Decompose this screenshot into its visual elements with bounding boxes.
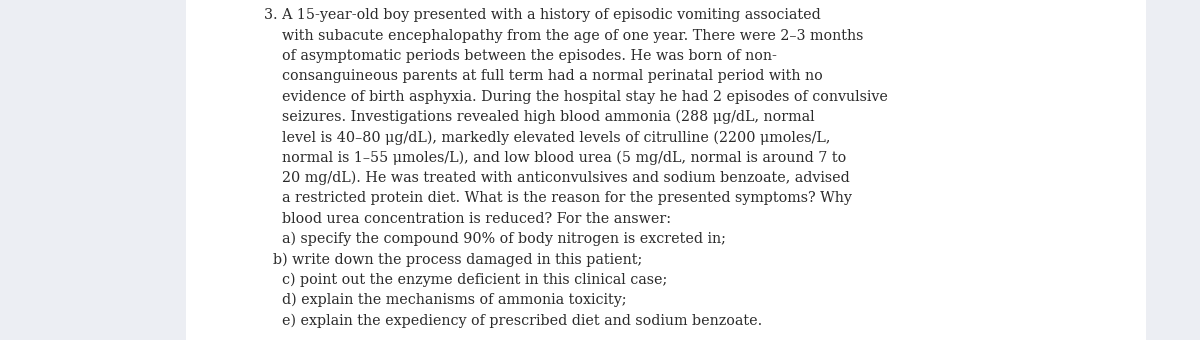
Text: with subacute encephalopathy from the age of one year. There were 2–3 months: with subacute encephalopathy from the ag… <box>264 29 863 43</box>
Text: e) explain the expediency of prescribed diet and sodium benzoate.: e) explain the expediency of prescribed … <box>264 313 762 328</box>
Text: normal is 1–55 μmoles/L), and low blood urea (5 mg/dL, normal is around 7 to: normal is 1–55 μmoles/L), and low blood … <box>264 151 846 165</box>
Text: level is 40–80 μg/dL), markedly elevated levels of citrulline (2200 μmoles/L,: level is 40–80 μg/dL), markedly elevated… <box>264 130 830 145</box>
Text: seizures. Investigations revealed high blood ammonia (288 μg/dL, normal: seizures. Investigations revealed high b… <box>264 110 815 124</box>
Text: 3. A 15-year-old boy presented with a history of episodic vomiting associated: 3. A 15-year-old boy presented with a hi… <box>264 8 821 22</box>
Text: b) write down the process damaged in this patient;: b) write down the process damaged in thi… <box>264 252 642 267</box>
Text: a restricted protein diet. What is the reason for the presented symptoms? Why: a restricted protein diet. What is the r… <box>264 191 852 205</box>
Text: d) explain the mechanisms of ammonia toxicity;: d) explain the mechanisms of ammonia tox… <box>264 293 626 307</box>
Text: evidence of birth asphyxia. During the hospital stay he had 2 episodes of convul: evidence of birth asphyxia. During the h… <box>264 90 888 104</box>
Text: blood urea concentration is reduced? For the answer:: blood urea concentration is reduced? For… <box>264 211 671 226</box>
Text: of asymptomatic periods between the episodes. He was born of non-: of asymptomatic periods between the epis… <box>264 49 776 63</box>
FancyBboxPatch shape <box>186 0 1146 340</box>
Text: c) point out the enzyme deficient in this clinical case;: c) point out the enzyme deficient in thi… <box>264 273 667 287</box>
Text: 20 mg/dL). He was treated with anticonvulsives and sodium benzoate, advised: 20 mg/dL). He was treated with anticonvu… <box>264 171 850 185</box>
Text: consanguineous parents at full term had a normal perinatal period with no: consanguineous parents at full term had … <box>264 69 823 83</box>
Text: a) specify the compound 90% of body nitrogen is excreted in;: a) specify the compound 90% of body nitr… <box>264 232 726 246</box>
